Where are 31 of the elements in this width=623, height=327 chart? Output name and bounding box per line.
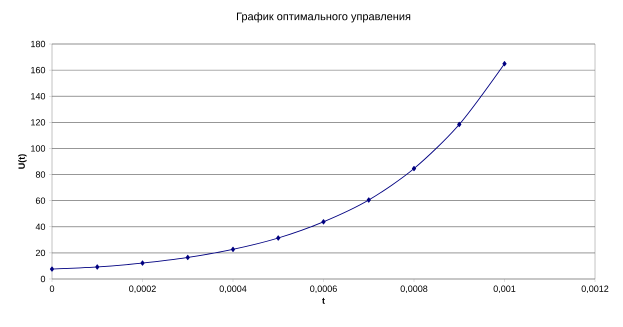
point <box>276 235 280 241</box>
point <box>412 166 416 172</box>
point <box>457 122 462 128</box>
y-tick-label: 180 <box>31 40 46 48</box>
point <box>95 264 100 270</box>
y-tick-label: 100 <box>31 145 46 152</box>
point <box>186 254 190 260</box>
y-tick-label: 160 <box>31 66 46 74</box>
x-tick-label: 0,0012 <box>582 286 608 293</box>
point <box>230 246 236 252</box>
chart-title: График оптимального управления <box>236 12 410 22</box>
y-axis-title: U(t) <box>18 154 27 169</box>
y-tick-label: 20 <box>36 250 46 256</box>
y-tick-label: 0 <box>40 276 46 282</box>
y-tick-label: 140 <box>31 93 46 100</box>
x-tick-label: 0,001 <box>494 286 516 293</box>
point <box>502 61 507 66</box>
x-tick-label: 0,0002 <box>129 286 156 293</box>
y-tick-label: 120 <box>31 119 46 126</box>
point <box>140 260 145 266</box>
x-tick-label: 0 <box>50 286 54 292</box>
x-tick-label: 0,0004 <box>220 286 246 293</box>
x-tick-label: 0,0006 <box>310 286 337 293</box>
y-tick-label: 80 <box>36 171 46 178</box>
point <box>321 219 326 224</box>
y-tick-label: 60 <box>36 197 46 204</box>
point <box>50 266 54 272</box>
x-tick-label: 0,0008 <box>400 286 428 293</box>
x-axis-title: t <box>322 298 325 304</box>
y-tick-label: 40 <box>36 224 46 230</box>
point <box>366 197 371 203</box>
